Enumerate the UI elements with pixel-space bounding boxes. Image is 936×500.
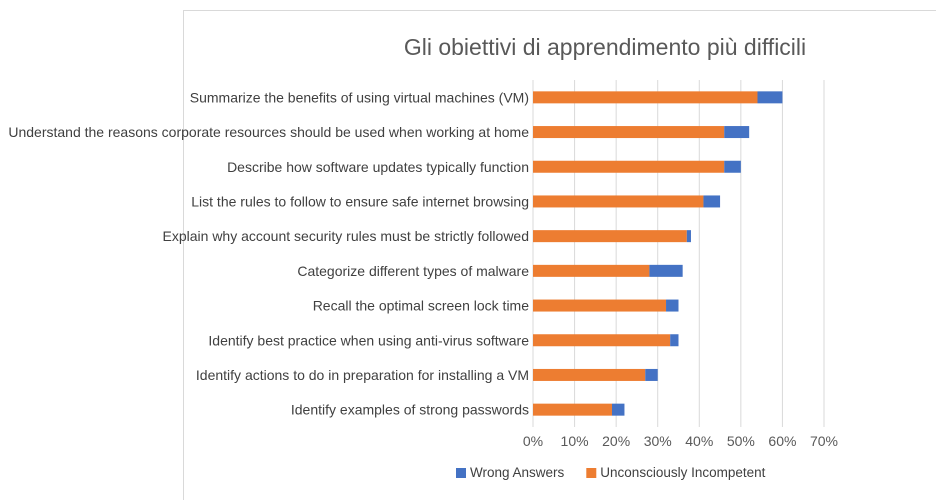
category-label: Identify actions to do in preparation fo… — [196, 367, 529, 383]
legend-swatch — [586, 468, 597, 478]
bar-wrong-answers — [645, 368, 658, 381]
category-label: Identify examples of strong passwords — [291, 402, 529, 418]
category-label: Recall the optimal screen lock time — [313, 298, 530, 314]
bar-wrong-answers — [724, 160, 741, 173]
bar-wrong-answers — [670, 334, 679, 347]
bar-wrong-answers — [703, 195, 721, 208]
bar-wrong-answers — [724, 126, 750, 139]
x-tick-label: 40% — [685, 433, 713, 449]
bar-wrong-answers — [757, 91, 783, 104]
bar-unconsciously-incompetent — [533, 230, 687, 243]
category-label: Summarize the benefits of using virtual … — [190, 89, 529, 105]
bar-unconsciously-incompetent — [533, 299, 667, 312]
bar-unconsciously-incompetent — [533, 160, 725, 173]
x-tick-label: 0% — [523, 433, 543, 449]
category-label: Identify best practice when using anti-v… — [208, 332, 529, 348]
bar-wrong-answers — [649, 264, 683, 277]
bar-unconsciously-incompetent — [533, 368, 646, 381]
category-label: Understand the reasons corporate resourc… — [8, 124, 529, 140]
legend-label: Wrong Answers — [470, 465, 565, 480]
chart-title: Gli obiettivi di apprendimento più diffi… — [404, 34, 806, 60]
category-label: List the rules to follow to ensure safe … — [191, 193, 529, 209]
legend-swatch — [456, 468, 466, 478]
chart-frame — [183, 10, 936, 500]
bar-wrong-answers — [666, 299, 679, 312]
x-tick-label: 60% — [768, 433, 796, 449]
bar-unconsciously-incompetent — [533, 126, 725, 139]
x-tick-label: 70% — [810, 433, 838, 449]
category-label: Categorize different types of malware — [297, 263, 529, 279]
bar-unconsciously-incompetent — [533, 264, 650, 277]
bar-unconsciously-incompetent — [533, 334, 671, 347]
x-tick-label: 50% — [727, 433, 755, 449]
category-label: Describe how software updates typically … — [227, 159, 529, 175]
x-tick-label: 30% — [644, 433, 672, 449]
category-label: Explain why account security rules must … — [163, 228, 529, 244]
x-tick-label: 10% — [561, 433, 589, 449]
bar-wrong-answers — [686, 230, 691, 243]
bar-wrong-answers — [611, 403, 625, 416]
bar-unconsciously-incompetent — [533, 403, 612, 416]
x-tick-label: 20% — [602, 433, 630, 449]
bar-unconsciously-incompetent — [533, 195, 704, 208]
legend-label: Unconsciously Incompetent — [600, 465, 765, 480]
bar-unconsciously-incompetent — [533, 91, 758, 104]
